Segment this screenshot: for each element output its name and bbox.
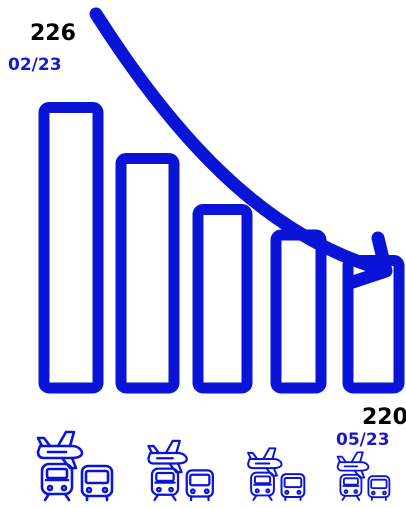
train-icon	[250, 471, 275, 501]
start-value-label: 226	[30, 21, 76, 46]
train-icon	[40, 462, 74, 502]
bar-1	[38, 102, 104, 394]
end-date-label: 05/23	[336, 430, 390, 450]
plane-icon	[247, 447, 283, 477]
transport-icons-1	[36, 430, 114, 502]
transport-icons-4	[336, 451, 391, 501]
plane-icon	[336, 451, 370, 479]
transport-icons-2	[147, 439, 214, 502]
train-icon	[150, 467, 180, 502]
plane-icon	[36, 430, 84, 470]
start-date-label: 02/23	[8, 55, 62, 75]
bars-group	[38, 102, 405, 394]
plane-icon	[147, 439, 188, 474]
icons-group	[36, 430, 391, 502]
train-icon	[339, 473, 363, 501]
bar-4	[270, 229, 327, 394]
bus-icon	[185, 469, 214, 502]
transport-icons-3	[247, 447, 306, 501]
bus-icon	[80, 464, 114, 502]
bus-icon	[280, 473, 306, 501]
bar-2	[115, 153, 180, 394]
end-value-label: 220	[362, 405, 406, 430]
bus-icon	[367, 475, 391, 501]
bar-3	[192, 204, 253, 394]
trend-arrow	[89, 7, 393, 289]
